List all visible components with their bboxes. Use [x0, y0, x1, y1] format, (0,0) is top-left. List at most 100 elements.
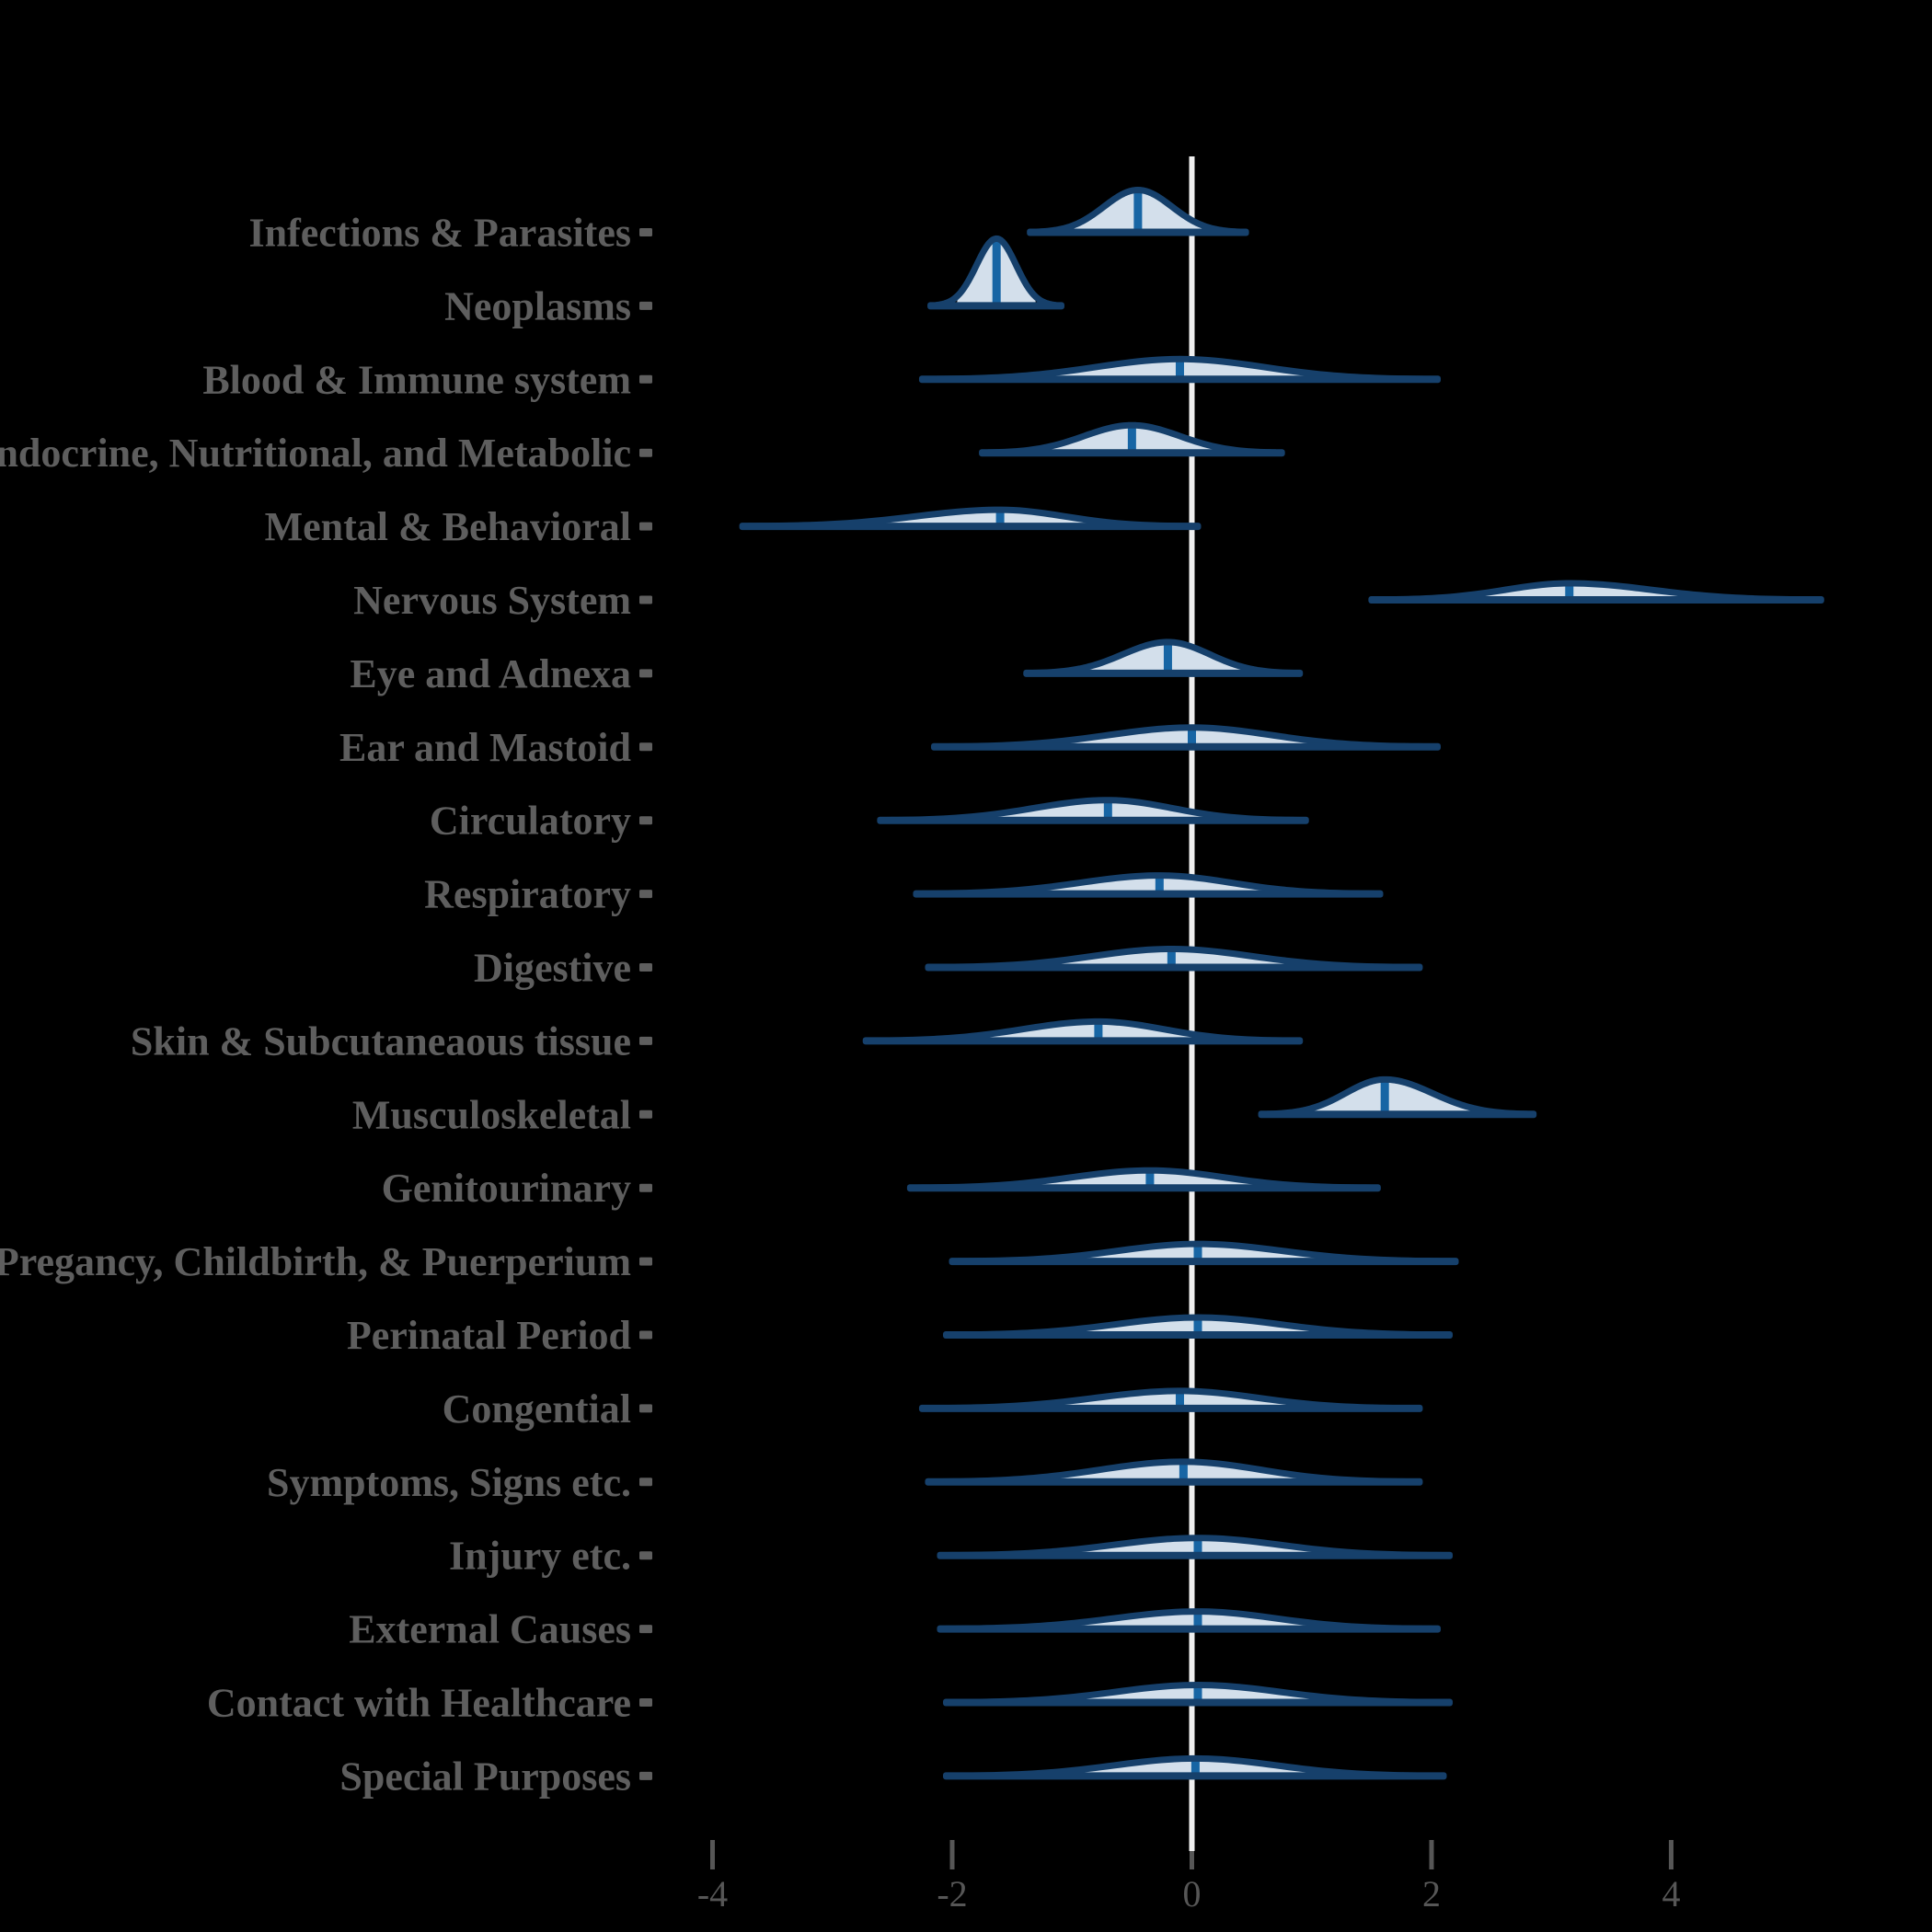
median-line — [1155, 876, 1164, 894]
median-line — [1175, 360, 1184, 380]
ridge-row-musculoskeletal: Musculoskeletal — [352, 1075, 1537, 1137]
median-line — [1193, 1612, 1202, 1629]
y-axis-tick-dash — [639, 1551, 652, 1560]
density-baseline — [943, 1772, 1447, 1780]
density-outline — [933, 235, 1059, 309]
median-line — [1380, 1080, 1389, 1115]
y-axis-tick-dash — [639, 301, 652, 310]
median-line — [1145, 1171, 1155, 1189]
median-line — [1103, 800, 1112, 821]
x-axis-tick — [1190, 1840, 1194, 1869]
category-label: Ear and Mastoid — [339, 725, 631, 770]
category-label: External Causes — [349, 1607, 631, 1652]
ridge-row-mental-behavioral: Mental & Behavioral — [265, 504, 1202, 549]
y-axis-tick-dash — [639, 1330, 652, 1340]
x-axis-tick — [1429, 1840, 1434, 1869]
category-label: Respiratory — [424, 872, 631, 917]
category-label: Musculoskeletal — [352, 1092, 631, 1137]
median-line — [1565, 584, 1574, 600]
density-baseline — [979, 449, 1285, 457]
density-fill-95pct — [1441, 583, 1733, 600]
y-axis-tick-dash — [639, 669, 652, 678]
category-label: Nervous System — [353, 578, 631, 623]
density-baseline — [918, 1404, 1423, 1412]
density-baseline — [906, 1184, 1381, 1192]
median-line — [1094, 1022, 1103, 1041]
ridge-row-perinatal-period: Perinatal Period — [347, 1313, 1454, 1358]
category-label: Injury etc. — [449, 1534, 631, 1579]
ridge-row-contact-with-healthcare: Contact with Healthcare — [207, 1681, 1454, 1726]
x-axis-tick — [710, 1840, 715, 1869]
ridge-row-skin-subcutaneaous-tissue: Skin & Subcutaneaous tissue — [131, 1018, 1304, 1064]
median-line — [1167, 949, 1176, 968]
category-label: Skin & Subcutaneaous tissue — [131, 1018, 631, 1064]
x-axis-tick-label: -2 — [937, 1873, 967, 1915]
y-axis-tick-dash — [639, 595, 652, 604]
density-fill-95pct — [1017, 1461, 1338, 1482]
ridge-row-circulatory: Circulatory — [430, 797, 1309, 844]
density-baseline — [949, 1258, 1459, 1266]
x-axis-tick-label: 0 — [1183, 1873, 1202, 1915]
density-baseline — [918, 375, 1441, 384]
density-fill-95pct — [1012, 1390, 1336, 1409]
density-baseline — [913, 890, 1384, 898]
density-baseline — [1368, 596, 1824, 604]
density-baseline — [927, 302, 1065, 310]
density-fill-95pct — [947, 1021, 1229, 1041]
category-label: Blood & Immune system — [202, 357, 631, 402]
y-axis-tick-dash — [639, 448, 652, 457]
x-axis-tick-label: 2 — [1422, 1873, 1441, 1915]
density-outline — [1029, 638, 1297, 677]
density-fill-95pct — [832, 510, 1129, 527]
y-axis-tick-dash — [639, 1625, 652, 1634]
median-line — [1193, 1685, 1202, 1703]
median-line — [1190, 1759, 1200, 1777]
ridge-row-infections-parasites: Infections & Parasites — [249, 187, 1249, 256]
median-line — [1163, 642, 1172, 673]
median-line — [992, 239, 1001, 306]
y-axis-tick-dash — [639, 1698, 652, 1707]
density-baseline — [925, 963, 1423, 972]
category-label: Genitourinary — [382, 1166, 631, 1211]
x-axis-tick — [1669, 1840, 1673, 1869]
zero-reference-line — [1189, 156, 1195, 1851]
category-label: Symptoms, Signs etc. — [267, 1460, 631, 1505]
y-axis-tick-dash — [639, 374, 652, 384]
density-baseline — [1023, 669, 1304, 677]
y-axis-tick-dash — [639, 522, 652, 531]
ridge-row-blood-immune-system: Blood & Immune system — [202, 355, 1441, 402]
y-axis-tick-dash — [639, 1404, 652, 1413]
ridge-row-digestive: Digestive — [474, 946, 1423, 991]
ridge-row-pregancy-childbirth-puerperium: Pregancy, Childbirth, & Puerperium — [0, 1239, 1459, 1284]
density-fill-95pct — [1001, 875, 1303, 894]
category-label: Endocrine, Nutritional, and Metabolic — [0, 431, 631, 476]
density-baseline — [925, 1478, 1423, 1486]
density-baseline — [862, 1037, 1304, 1045]
category-label: Mental & Behavioral — [265, 504, 631, 549]
median-line — [1193, 1538, 1202, 1556]
density-baseline — [1258, 1110, 1537, 1119]
median-line — [1193, 1245, 1202, 1262]
median-line — [1127, 426, 1136, 454]
density-outline — [1264, 1075, 1531, 1118]
y-axis-tick-dash — [639, 963, 652, 972]
ridge-row-eye-and-adnexa: Eye and Adnexa — [350, 638, 1304, 696]
category-label: Circulatory — [430, 799, 631, 844]
ridge-row-external-causes: External Causes — [349, 1607, 1441, 1652]
ridge-row-nervous-system: Nervous System — [353, 578, 1824, 623]
density-baseline — [943, 1698, 1454, 1707]
median-line — [995, 511, 1005, 527]
density-baseline — [877, 816, 1309, 824]
density-outline — [1032, 187, 1244, 236]
ridge-row-injury-etc: Injury etc. — [449, 1534, 1454, 1579]
y-axis-tick-dash — [639, 816, 652, 825]
density-baseline — [1027, 228, 1249, 236]
category-label: Digestive — [474, 946, 631, 991]
y-axis-tick-dash — [639, 1478, 652, 1487]
ridge-row-ear-and-mastoid: Ear and Mastoid — [339, 724, 1441, 770]
y-axis-tick-dash — [639, 1183, 652, 1192]
ridge-row-congential: Congential — [443, 1386, 1423, 1432]
y-axis-tick-dash — [639, 742, 652, 752]
density-fill-95pct — [960, 799, 1236, 821]
